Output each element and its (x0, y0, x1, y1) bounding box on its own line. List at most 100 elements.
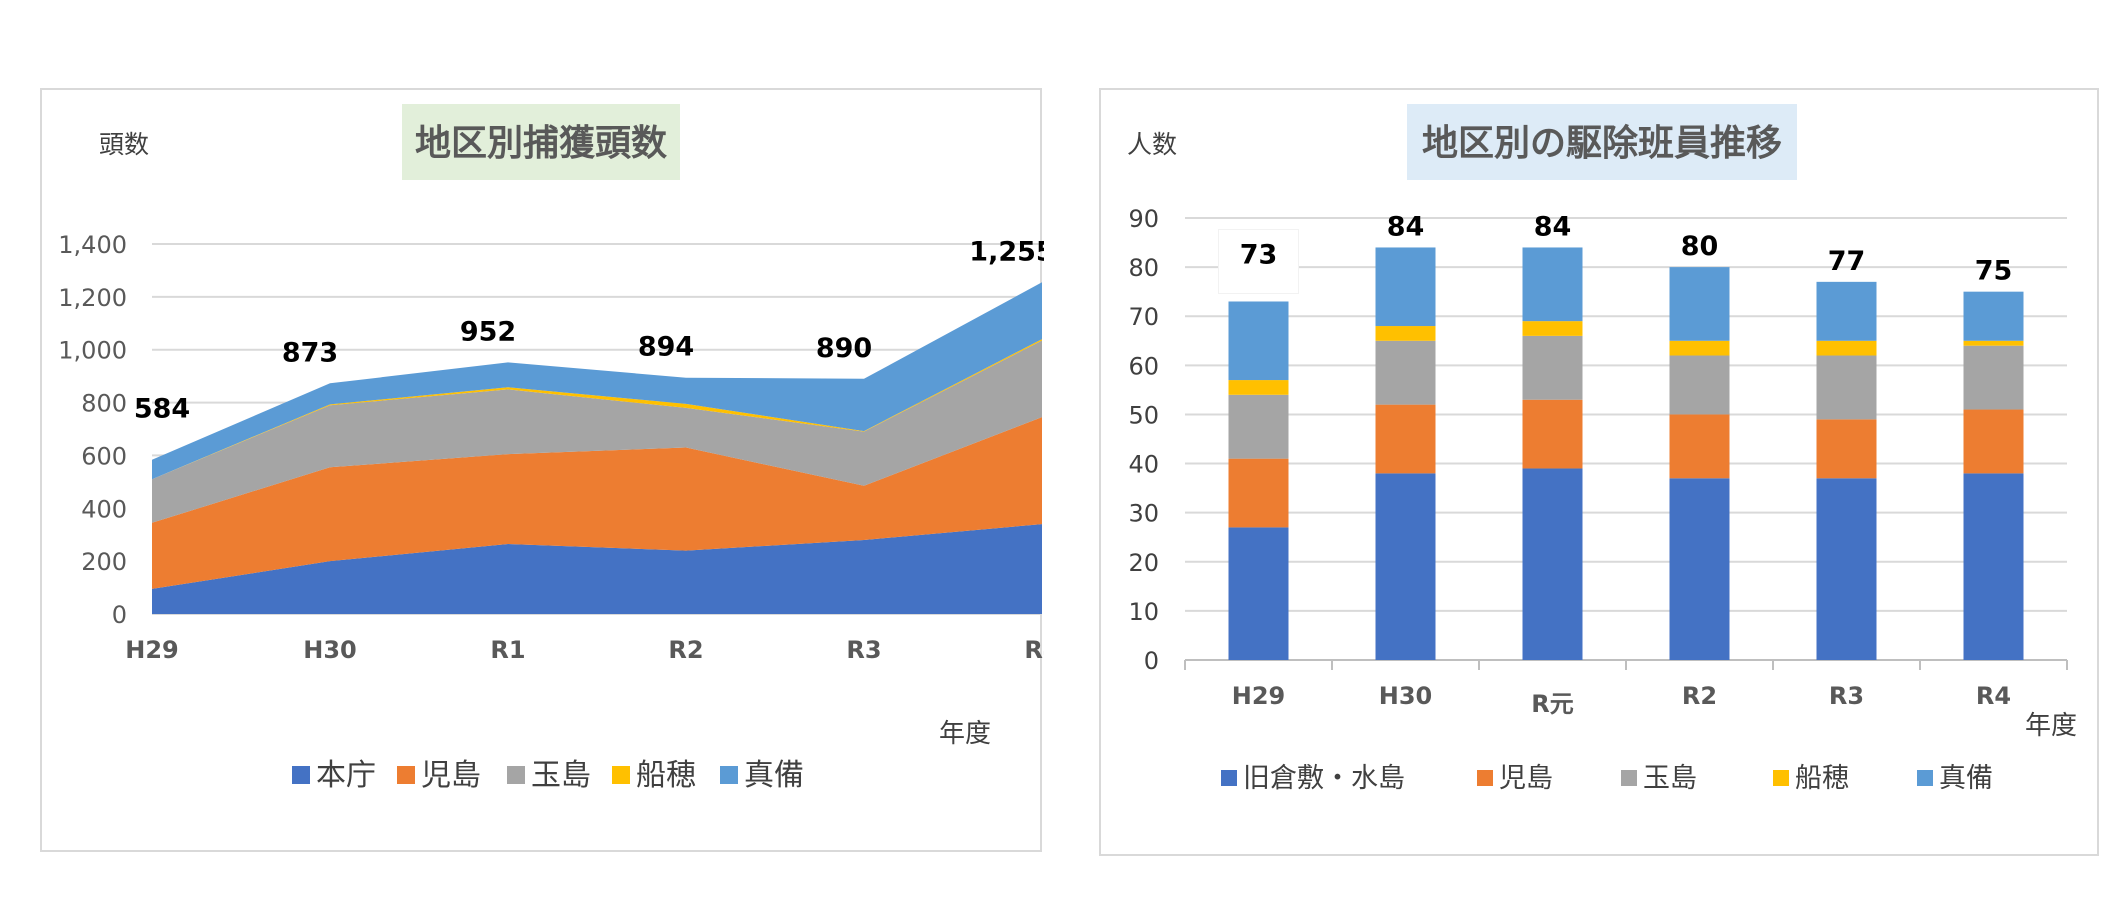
bar-segment-真備 (1375, 247, 1436, 327)
bar-segment-真備 (1228, 301, 1289, 381)
legend-swatch (720, 766, 738, 784)
legend-swatch (612, 766, 630, 784)
bar-segment-真備 (1522, 247, 1583, 322)
legend-label: 真備 (1939, 763, 1993, 794)
bar-segment-真備 (1963, 291, 2024, 341)
bar-segment-旧倉敷・水島 (1228, 527, 1289, 660)
bar-segment-船穂 (1375, 326, 1436, 341)
y-tick-label: 10 (1128, 598, 1159, 626)
bar-segment-玉島 (1228, 394, 1289, 459)
bar-segment-旧倉敷・水島 (1963, 473, 2024, 660)
x-tick-label: R4 (1024, 636, 1044, 664)
area-series-真備 (152, 282, 1042, 480)
bar-segment-玉島 (1669, 355, 1730, 415)
legend-label: 船穂 (636, 758, 696, 793)
total-label: 84 (1387, 211, 1425, 242)
x-tick-label: R3 (1829, 682, 1864, 710)
total-label: 584 (134, 394, 190, 425)
y-tick-label: 1,200 (58, 284, 127, 312)
capture-area-chart: 地区別捕獲頭数 頭数 年度 0 200 400 600 800 1,000 1,200 1,4… (58, 104, 1044, 793)
x-tick-label: R2 (668, 636, 703, 664)
bar-segment-玉島 (1522, 335, 1583, 400)
bar-segment-真備 (1816, 281, 1877, 341)
chart-title: 地区別の駆除班員推移 (1422, 123, 1782, 164)
y-tick-label: 40 (1128, 451, 1159, 479)
total-label: 1,255 (969, 236, 1044, 267)
legend-swatch (1773, 770, 1789, 786)
bar-segment-船穂 (1669, 340, 1730, 356)
total-label: 952 (460, 316, 516, 347)
bar-segment-玉島 (1375, 340, 1436, 405)
x-tick-label: H29 (125, 636, 178, 664)
x-tick-label: R3 (846, 636, 881, 664)
legend-label: 児島 (421, 758, 481, 793)
legend-label: 児島 (1499, 763, 1553, 794)
bar-segment-旧倉敷・水島 (1669, 478, 1730, 660)
x-tick-label: H30 (303, 636, 356, 664)
y-tick-label: 1,000 (58, 337, 127, 365)
legend-label: 旧倉敷・水島 (1243, 763, 1405, 794)
x-tick-label: R元 (1531, 690, 1573, 718)
bar-segment-玉島 (1963, 345, 2024, 410)
y-tick-label: 600 (81, 442, 127, 470)
y-tick-label: 800 (81, 390, 127, 418)
total-label: 77 (1828, 246, 1866, 277)
legend-swatch (1621, 770, 1637, 786)
y-tick-label: 400 (81, 495, 127, 523)
legend-label: 玉島 (1643, 763, 1697, 794)
area-series-玉島 (152, 340, 1042, 523)
total-label: 84 (1534, 211, 1572, 242)
x-tick-label: H29 (1232, 682, 1285, 710)
total-label-box (1218, 228, 1299, 294)
bar-segment-船穂 (1228, 380, 1289, 395)
hunter-chart-panel: 地区別の駆除班員推移 人数 年度 0 10 20 30 40 50 60 70 80 90 H29 H… (1099, 88, 2099, 856)
legend-label: 本庁 (316, 758, 376, 793)
legend-label: 玉島 (531, 758, 591, 793)
total-label: 73 (1240, 239, 1278, 270)
y-tick-label: 0 (112, 601, 127, 629)
chart-title: 地区別捕獲頭数 (415, 123, 667, 164)
chart-title-background (402, 104, 680, 180)
area-series-児島 (152, 417, 1042, 589)
bar-segment-船穂 (1963, 340, 2024, 346)
bar-segment-児島 (1375, 404, 1436, 474)
total-label: 873 (282, 337, 338, 368)
y-tick-label: 20 (1128, 549, 1159, 577)
legend-swatch (507, 766, 525, 784)
hunter-bar-chart: 地区別の駆除班員推移 人数 年度 0 10 20 30 40 50 60 70 80 90 H29 H… (1127, 104, 2077, 794)
bar-segment-児島 (1816, 419, 1877, 479)
bar-segment-旧倉敷・水島 (1816, 478, 1877, 660)
legend-label: 船穂 (1795, 763, 1849, 794)
legend-label: 真備 (744, 758, 804, 793)
legend-swatch (1917, 770, 1933, 786)
x-tick-label: R4 (1976, 682, 2011, 710)
bar-segment-児島 (1963, 409, 2024, 474)
bar-segment-船穂 (1522, 321, 1583, 336)
y-tick-label: 50 (1128, 401, 1159, 429)
legend-swatch (1477, 770, 1493, 786)
total-label: 894 (638, 332, 694, 363)
y-tick-label: 200 (81, 548, 127, 576)
capture-chart-panel: 地区別捕獲頭数 頭数 年度 0 200 400 600 800 1,000 1,200 1,4… (40, 88, 1044, 852)
x-tick-label: R2 (1682, 682, 1717, 710)
bar-segment-児島 (1228, 458, 1289, 528)
y-tick-label: 1,400 (58, 231, 127, 259)
y-tick-label: 90 (1128, 205, 1159, 233)
x-tick-label: H30 (1379, 682, 1432, 710)
bar-segment-旧倉敷・水島 (1522, 468, 1583, 660)
chart-title-background (1407, 104, 1797, 180)
total-label: 75 (1975, 256, 2013, 287)
bar-segment-児島 (1669, 414, 1730, 479)
y-tick-label: 70 (1128, 303, 1159, 331)
y-tick-label: 30 (1128, 500, 1159, 528)
y-tick-label: 80 (1128, 254, 1159, 282)
x-axis-label: 年度 (939, 719, 991, 749)
y-tick-label: 60 (1128, 352, 1159, 380)
total-label: 890 (816, 333, 872, 364)
bar-segment-旧倉敷・水島 (1375, 473, 1436, 660)
bar-segment-児島 (1522, 399, 1583, 469)
legend-swatch (1221, 770, 1237, 786)
y-tick-label: 0 (1144, 647, 1159, 675)
y-axis-label: 人数 (1127, 130, 1177, 159)
x-tick-label: R1 (490, 636, 525, 664)
